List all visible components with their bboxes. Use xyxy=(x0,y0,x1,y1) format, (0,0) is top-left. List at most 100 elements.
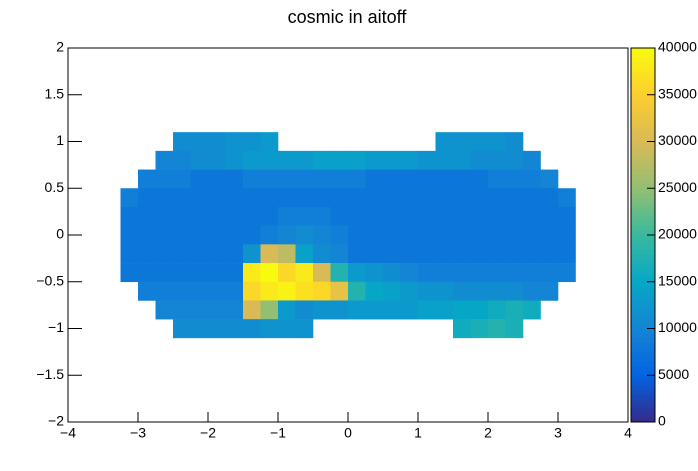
heat-cell xyxy=(243,206,261,226)
heat-cell xyxy=(173,188,191,208)
colorbar-step xyxy=(631,379,655,386)
heat-cell xyxy=(365,263,384,283)
x-tick-label: −2 xyxy=(200,425,216,441)
colorbar-step xyxy=(631,178,655,185)
heat-cell xyxy=(470,281,489,301)
heat-cell xyxy=(453,150,471,170)
heat-cell xyxy=(540,169,559,189)
x-tick-label: 3 xyxy=(554,425,562,441)
heat-cell xyxy=(488,300,506,320)
colorbar-step xyxy=(631,239,655,245)
colorbar-step xyxy=(631,351,655,358)
colorbar-tick-label: 5000 xyxy=(658,366,689,382)
heat-cell xyxy=(400,188,419,208)
heat-cell xyxy=(523,300,541,320)
heat-cell xyxy=(453,244,471,264)
heat-cell xyxy=(330,150,349,170)
heat-cell xyxy=(470,263,489,283)
y-tick-label: −2 xyxy=(48,413,64,429)
colorbar-step xyxy=(631,155,655,161)
heat-cell xyxy=(488,244,506,264)
heat-cell xyxy=(313,244,331,264)
heat-cell xyxy=(505,206,524,226)
heat-cell xyxy=(523,206,541,226)
heat-cell xyxy=(120,263,139,283)
heat-cell xyxy=(505,169,524,189)
heat-cell xyxy=(278,300,296,320)
heat-cell xyxy=(365,206,384,226)
heat-cell xyxy=(243,132,261,152)
heat-cell xyxy=(120,206,139,226)
colorbar-step xyxy=(631,188,655,194)
colorbar-step xyxy=(631,337,655,344)
heat-cell xyxy=(208,206,226,226)
colorbar-step xyxy=(631,389,655,395)
colorbar-step xyxy=(631,62,655,68)
colorbar-tick-label: 35000 xyxy=(658,85,697,101)
heat-cell xyxy=(278,150,296,170)
heat-cell xyxy=(365,281,384,301)
colorbar-step xyxy=(631,216,655,222)
colorbar-step xyxy=(631,384,655,390)
heat-cell xyxy=(313,206,331,226)
heat-cell xyxy=(260,188,279,208)
heat-cell xyxy=(190,169,209,189)
heat-cell xyxy=(435,263,454,283)
heat-cell xyxy=(453,319,471,339)
heat-cell xyxy=(260,150,279,170)
heat-cell xyxy=(505,263,524,283)
heat-cell xyxy=(488,188,506,208)
heat-cell xyxy=(278,206,296,226)
heat-cell xyxy=(418,281,436,301)
heat-cell xyxy=(260,263,279,283)
heat-cell xyxy=(330,281,349,301)
heat-cell xyxy=(435,225,454,245)
heat-cell xyxy=(348,150,366,170)
colorbar-step xyxy=(631,342,655,348)
colorbar-step xyxy=(631,375,655,381)
heat-cell xyxy=(313,300,331,320)
colorbar-step xyxy=(631,141,655,147)
heat-cell xyxy=(400,263,419,283)
heat-cell xyxy=(400,150,419,170)
heat-cell xyxy=(470,225,489,245)
colorbar-step xyxy=(631,122,655,128)
colorbar-step xyxy=(631,192,655,199)
heat-cell xyxy=(348,206,366,226)
colorbar-step xyxy=(631,66,655,72)
colorbar-step xyxy=(631,76,655,82)
colorbar-step xyxy=(631,71,655,77)
heat-cell xyxy=(120,188,139,208)
heat-cell xyxy=(173,169,191,189)
heat-cell xyxy=(435,206,454,226)
heat-cell xyxy=(505,150,524,170)
heat-cell xyxy=(330,169,349,189)
x-tick-label: −3 xyxy=(130,425,146,441)
colorbar-step xyxy=(631,94,655,100)
x-tick-label: 4 xyxy=(624,425,632,441)
heat-cell xyxy=(295,300,314,320)
colorbar-tick-label: 40000 xyxy=(658,39,697,55)
heat-cell xyxy=(120,244,139,264)
heat-cell xyxy=(173,225,191,245)
heat-cell xyxy=(313,169,331,189)
colorbar-step xyxy=(631,211,655,217)
heat-cell xyxy=(400,206,419,226)
heat-cell xyxy=(435,281,454,301)
heat-cell xyxy=(313,225,331,245)
heat-cell xyxy=(488,169,506,189)
colorbar-step xyxy=(631,169,655,175)
colorbar-step xyxy=(631,230,655,236)
colorbar-step xyxy=(631,412,655,418)
heat-cell xyxy=(243,319,261,339)
colorbar-step xyxy=(631,407,655,414)
heat-cell xyxy=(190,188,209,208)
heat-cell xyxy=(400,169,419,189)
heat-cell xyxy=(225,150,244,170)
heat-cell xyxy=(348,225,366,245)
heat-cell xyxy=(208,319,226,339)
colorbar-step xyxy=(631,314,655,320)
colorbar-step xyxy=(631,333,655,339)
x-tick-label: 1 xyxy=(414,425,422,441)
